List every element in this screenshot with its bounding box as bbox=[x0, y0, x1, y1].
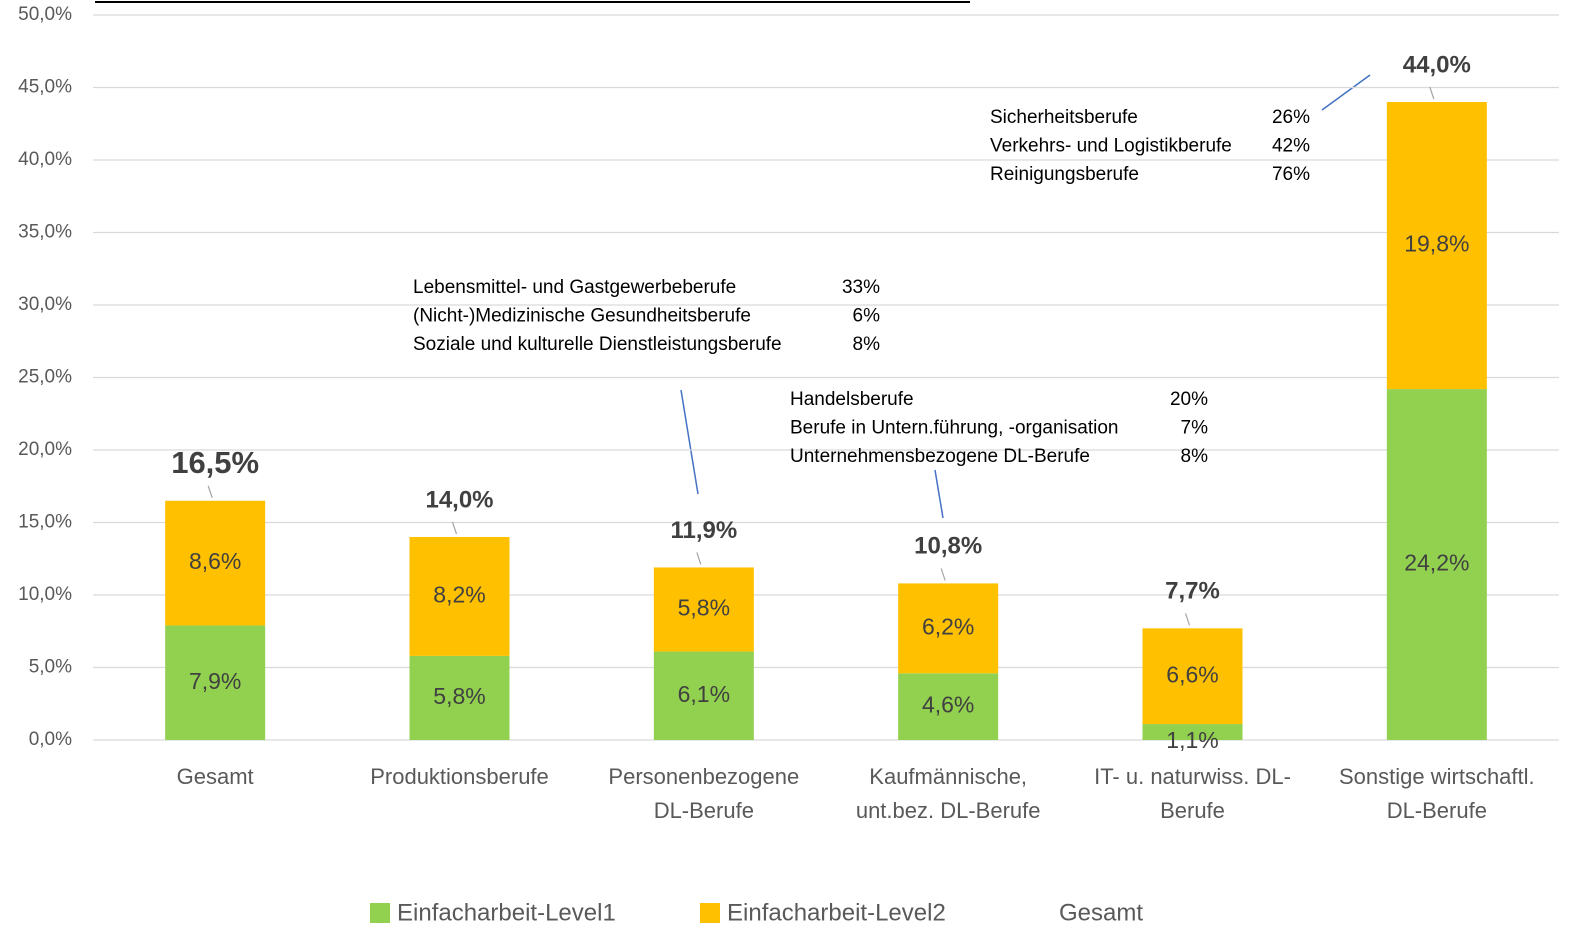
x-tick-label: Kaufmännische, bbox=[869, 764, 1027, 789]
x-tick-label: Berufe bbox=[1160, 798, 1225, 823]
bar-segment bbox=[1142, 724, 1243, 740]
annotation-name: (Nicht-)Medizinische Gesundheitsberufe bbox=[413, 306, 751, 327]
total-label: 11,9% bbox=[670, 517, 737, 544]
bar-segment bbox=[898, 583, 999, 674]
annotation-name: Verkehrs- und Logistikberufe bbox=[990, 136, 1232, 157]
x-tick-label: unt.bez. DL-Berufe bbox=[856, 798, 1041, 823]
x-tick-label: IT- u. naturwiss. DL- bbox=[1094, 764, 1291, 789]
annotation-value: 20% bbox=[1170, 389, 1208, 410]
x-tick-label: Produktionsberufe bbox=[370, 764, 549, 789]
value-label: 5,8% bbox=[678, 595, 730, 621]
leader-line bbox=[934, 469, 944, 519]
value-label: 6,2% bbox=[922, 613, 974, 639]
total-label: 44,0% bbox=[1403, 51, 1471, 78]
legend-label: Einfacharbeit-Level2 bbox=[727, 899, 946, 926]
y-tick-label: 30,0% bbox=[18, 294, 72, 315]
value-label: 6,1% bbox=[678, 681, 730, 707]
bar-segment bbox=[1386, 389, 1487, 740]
bar-segment bbox=[1386, 102, 1487, 390]
y-tick-label: 50,0% bbox=[18, 4, 72, 25]
value-label: 8,6% bbox=[189, 548, 241, 574]
value-label: 4,6% bbox=[922, 692, 974, 718]
bar-segment bbox=[653, 651, 754, 740]
y-tick-label: 10,0% bbox=[18, 584, 72, 605]
legend-swatch bbox=[700, 903, 720, 923]
bar-segment bbox=[1142, 628, 1243, 725]
bar-segment bbox=[409, 655, 510, 740]
value-label: 19,8% bbox=[1404, 231, 1469, 257]
y-tick-label: 40,0% bbox=[18, 149, 72, 170]
total-connector bbox=[940, 568, 946, 581]
annotation-value: 8% bbox=[1181, 446, 1209, 467]
value-label: 1,1% bbox=[1166, 727, 1218, 753]
y-tick-label: 20,0% bbox=[18, 439, 72, 460]
y-tick-label: 15,0% bbox=[18, 512, 72, 533]
x-tick-label: Sonstige wirtschaftl. bbox=[1339, 764, 1535, 789]
leader-line bbox=[680, 389, 699, 495]
bar-segment bbox=[409, 537, 510, 656]
annotation-name: Berufe in Untern.führung, -organisation bbox=[790, 418, 1118, 439]
leader-line bbox=[1321, 74, 1371, 111]
annotation-name: Handelsberufe bbox=[790, 389, 914, 410]
total-connector bbox=[1184, 613, 1191, 626]
value-label: 7,9% bbox=[189, 668, 241, 694]
y-tick-label: 5,0% bbox=[29, 657, 72, 678]
x-tick-label: Gesamt bbox=[177, 764, 254, 789]
legend-label: Gesamt bbox=[1059, 899, 1143, 926]
x-tick-label: DL-Berufe bbox=[1387, 798, 1487, 823]
total-label: 10,8% bbox=[914, 533, 982, 560]
total-connector bbox=[1429, 86, 1435, 100]
annotation-value: 76% bbox=[1272, 164, 1310, 185]
legend-label: Einfacharbeit-Level1 bbox=[397, 899, 616, 926]
annotation-name: Reinigungsberufe bbox=[990, 164, 1139, 185]
total-label: 14,0% bbox=[425, 486, 493, 513]
total-label: 7,7% bbox=[1165, 578, 1220, 605]
value-label: 8,2% bbox=[433, 582, 485, 608]
total-connector bbox=[451, 521, 458, 535]
annotation-name: Soziale und kulturelle Dienstleistungsbe… bbox=[413, 334, 782, 355]
annotation-value: 26% bbox=[1272, 107, 1310, 128]
annotation-name: Unternehmensbezogene DL-Berufe bbox=[790, 446, 1090, 467]
bar-segment bbox=[165, 500, 266, 626]
annotation-value: 6% bbox=[853, 306, 881, 327]
legend-swatch bbox=[1032, 903, 1052, 923]
total-label: 16,5% bbox=[171, 445, 259, 480]
annotation-value: 33% bbox=[842, 277, 880, 298]
total-connector bbox=[207, 485, 213, 498]
annotation-value: 42% bbox=[1272, 136, 1310, 157]
total-connector bbox=[696, 552, 702, 565]
annotation-value: 8% bbox=[853, 334, 881, 355]
value-label: 6,6% bbox=[1166, 661, 1218, 687]
x-tick-label: Personenbezogene bbox=[608, 764, 799, 789]
bar-segment bbox=[653, 567, 754, 652]
x-tick-label: DL-Berufe bbox=[654, 798, 754, 823]
annotation-name: Sicherheitsberufe bbox=[990, 107, 1138, 128]
legend-swatch bbox=[370, 903, 390, 923]
y-tick-label: 35,0% bbox=[18, 222, 72, 243]
bar-segment bbox=[165, 625, 266, 740]
annotation-value: 7% bbox=[1181, 418, 1209, 439]
y-tick-label: 25,0% bbox=[18, 367, 72, 388]
bar-segment bbox=[898, 673, 999, 740]
value-label: 24,2% bbox=[1404, 550, 1469, 576]
y-tick-label: 45,0% bbox=[18, 77, 72, 98]
value-label: 5,8% bbox=[433, 683, 485, 709]
y-tick-label: 0,0% bbox=[29, 729, 72, 750]
annotation-name: Lebensmittel- und Gastgewerbeberufe bbox=[413, 277, 736, 298]
